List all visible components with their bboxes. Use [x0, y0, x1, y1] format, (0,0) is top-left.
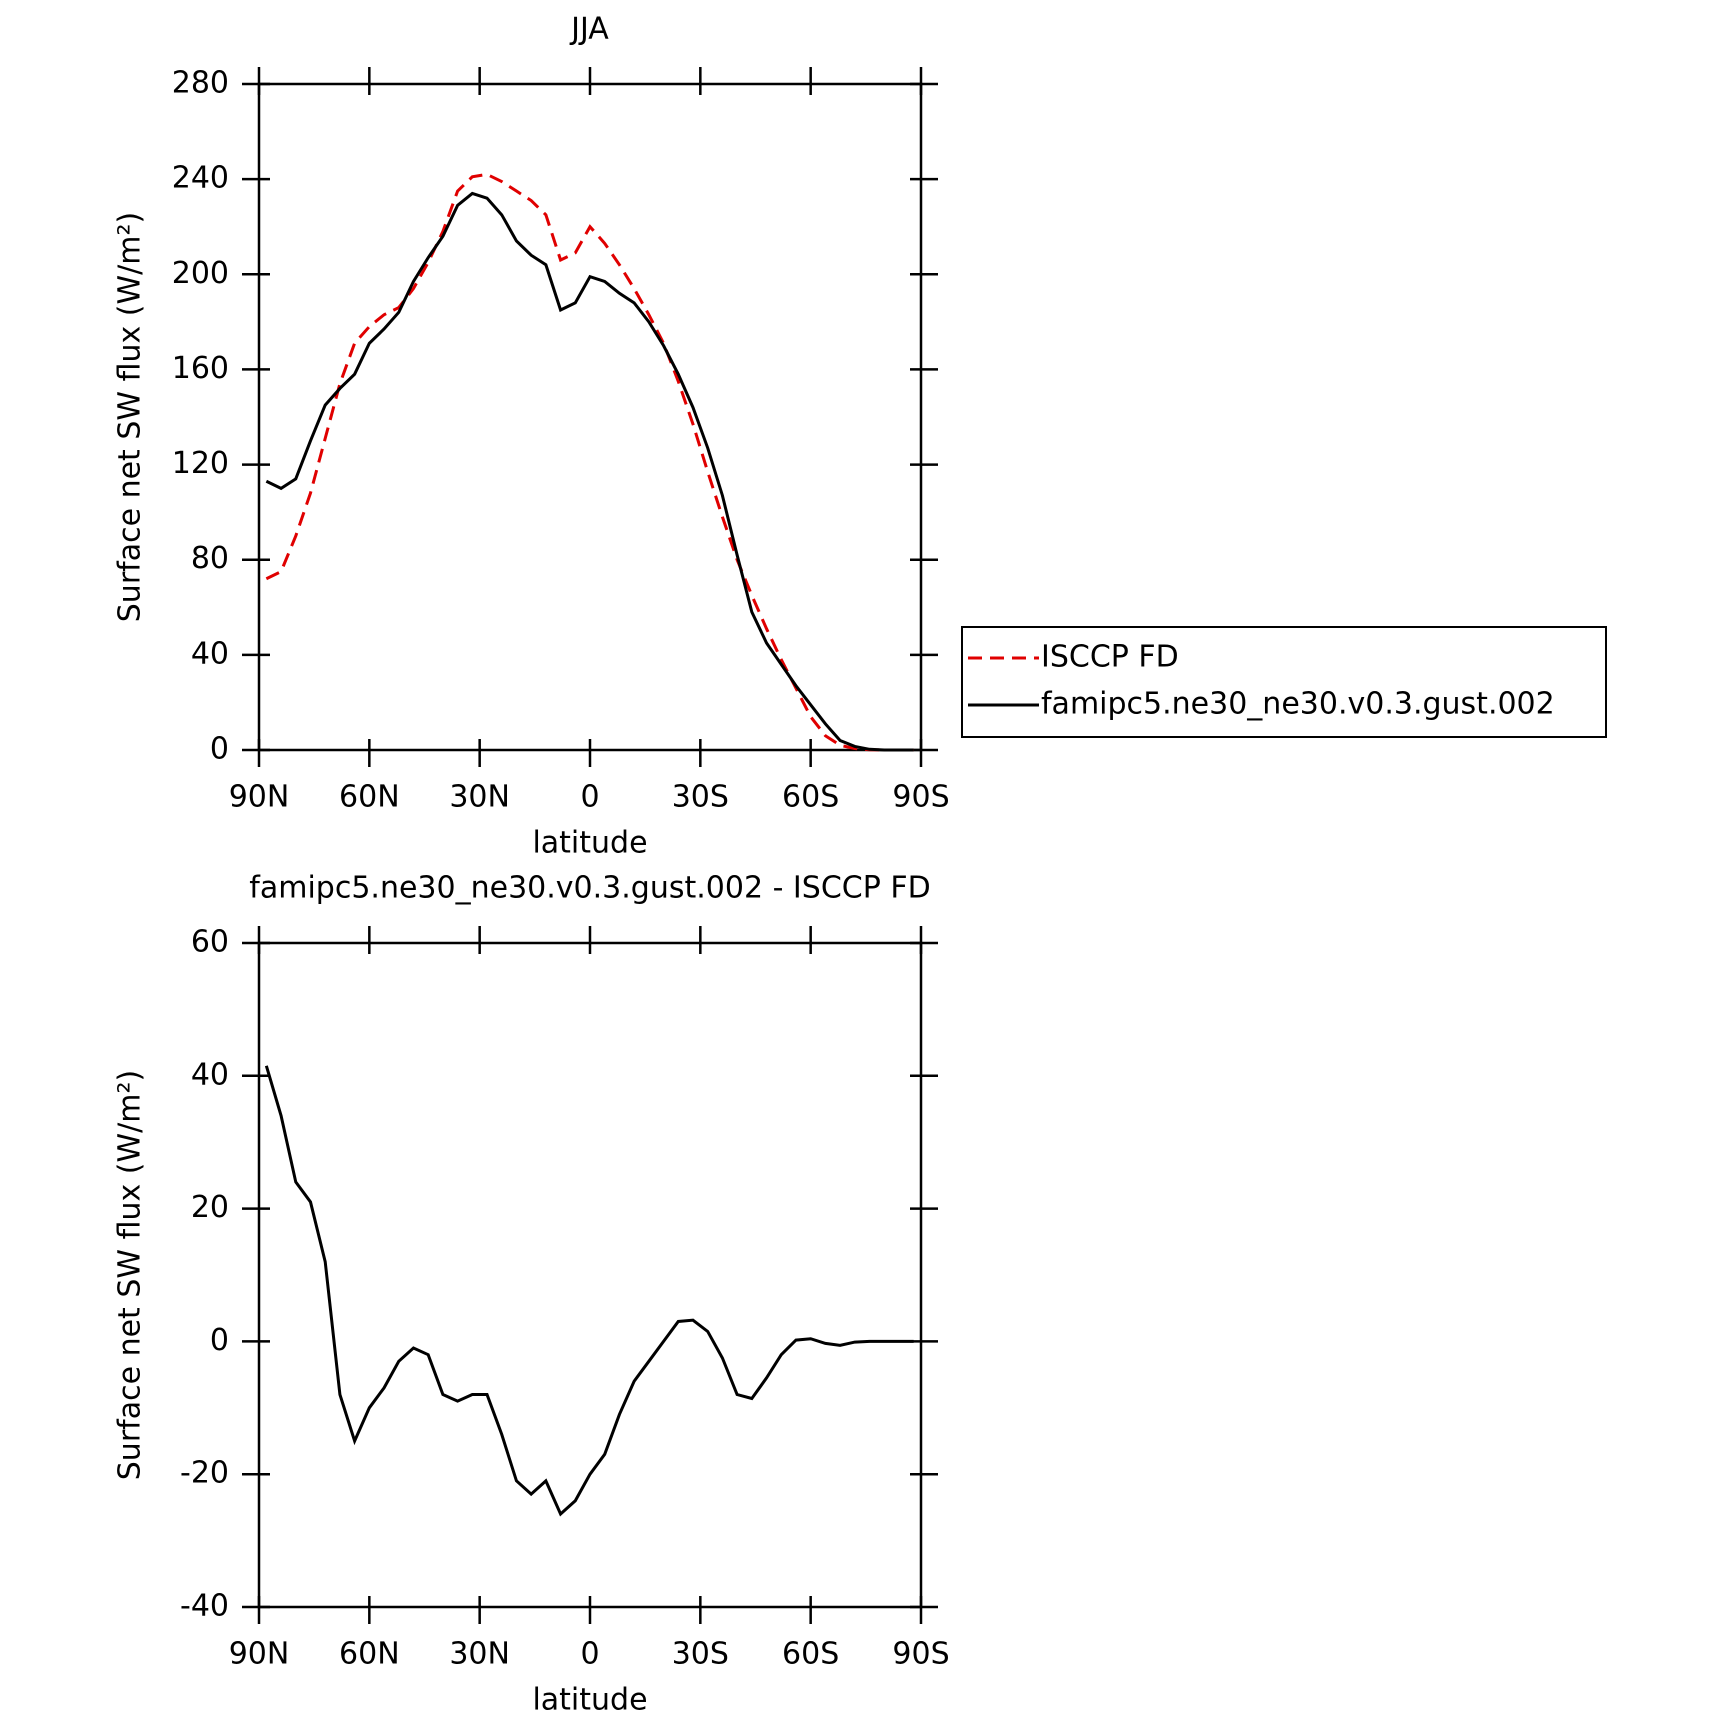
- x-tick-label: 90N: [229, 780, 290, 815]
- y-tick-label: 80: [191, 541, 229, 576]
- y-axis-label: Surface net SW flux (W/m²): [113, 212, 148, 622]
- x-tick-label: 30S: [672, 1637, 729, 1672]
- chart-title: famipc5.ne30_ne30.v0.3.gust.002 - ISCCP …: [249, 871, 930, 906]
- y-tick-label: 40: [191, 636, 229, 671]
- y-tick-label: -40: [180, 1589, 229, 1624]
- x-tick-label: 90N: [229, 1637, 290, 1672]
- x-tick-label: 30S: [672, 780, 729, 815]
- x-tick-label: 0: [580, 780, 599, 815]
- y-tick-label: 280: [172, 66, 229, 101]
- x-tick-label: 0: [580, 1637, 599, 1672]
- y-tick-label: 60: [191, 925, 229, 960]
- y-tick-label: 0: [210, 732, 229, 767]
- legend-label: ISCCP FD: [1041, 640, 1179, 675]
- x-tick-label: 90S: [892, 1637, 949, 1672]
- legend-box: [961, 626, 1607, 738]
- data-line: [265, 191, 914, 752]
- plot-frame: [257, 941, 923, 1609]
- plot-frame: [257, 82, 923, 752]
- y-tick-label: 200: [172, 256, 229, 291]
- y-tick-label: 120: [172, 446, 229, 481]
- x-tick-label: 60S: [782, 780, 839, 815]
- legend: ISCCP FD famipc5.ne30_ne30.v0.3.gust.002: [961, 626, 1607, 738]
- legend-label: famipc5.ne30_ne30.v0.3.gust.002: [1041, 687, 1555, 722]
- y-tick-label: 160: [172, 351, 229, 386]
- chart-title: JJA: [569, 12, 609, 47]
- data-line: [264, 1065, 914, 1517]
- x-tick-label: 30N: [449, 780, 510, 815]
- y-tick-label: 0: [210, 1323, 229, 1358]
- x-tick-label: 30N: [449, 1637, 510, 1672]
- x-tick-label: 90S: [892, 780, 949, 815]
- y-tick-label: -20: [180, 1456, 229, 1491]
- y-tick-label: 20: [191, 1190, 229, 1225]
- y-axis-label: Surface net SW flux (W/m²): [113, 1070, 148, 1480]
- y-tick-label: 40: [191, 1057, 229, 1092]
- x-axis-label: latitude: [532, 826, 647, 861]
- x-tick-label: 60N: [339, 780, 400, 815]
- x-tick-label: 60N: [339, 1637, 400, 1672]
- x-axis-label: latitude: [532, 1683, 647, 1717]
- y-tick-label: 240: [172, 161, 229, 196]
- data-line: [265, 172, 914, 752]
- x-tick-label: 60S: [782, 1637, 839, 1672]
